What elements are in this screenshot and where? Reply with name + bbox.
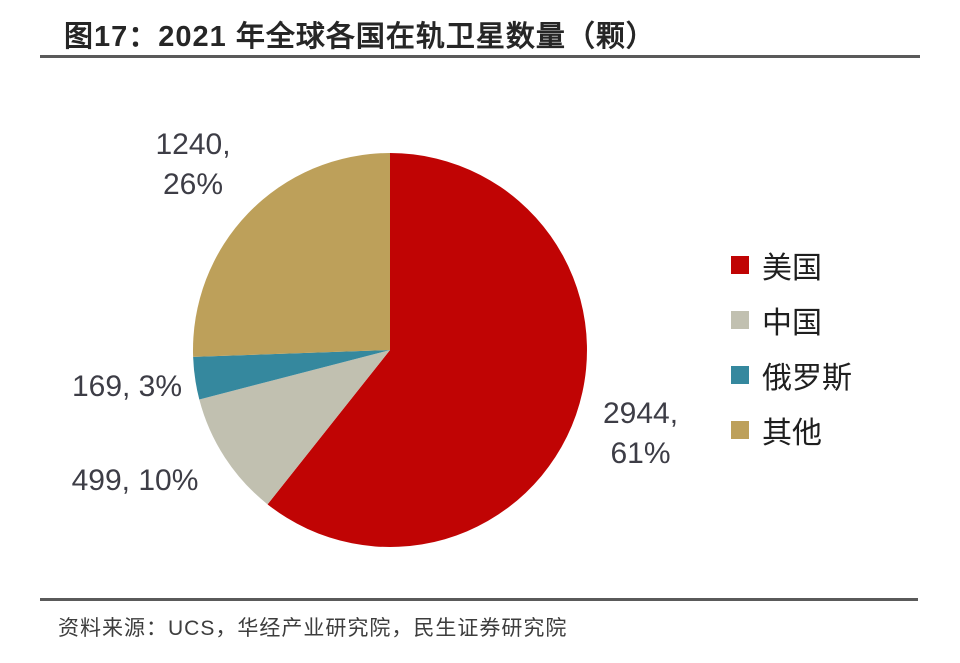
- figure-title: 图17：2021 年全球各国在轨卫星数量（颗）: [64, 21, 656, 53]
- data-label-china: 499, 10%: [71, 464, 199, 497]
- data-label-usa-percent: 61%: [610, 437, 671, 470]
- pie-slice-0: [267, 153, 587, 547]
- title-divider: [40, 55, 920, 58]
- data-label-usa-value: 2944,: [602, 397, 679, 430]
- pie-slice-2: [193, 350, 390, 400]
- data-label-others-value: 1240,: [155, 128, 231, 161]
- legend-item-others: 其他: [731, 409, 852, 451]
- pie-chart: [192, 153, 587, 547]
- legend-swatch-china: [731, 311, 749, 329]
- chart-legend: 美国 中国 俄罗斯 其他: [731, 244, 852, 464]
- legend-item-russia: 俄罗斯: [731, 354, 852, 396]
- legend-label-china: 中国: [762, 307, 822, 340]
- pie-slice-3: [192, 153, 390, 357]
- legend-item-china: 中国: [731, 299, 852, 341]
- pie-slice-1: [199, 350, 390, 505]
- data-label-russia: 169, 3%: [71, 370, 183, 403]
- data-label-others-percent: 26%: [162, 168, 224, 201]
- data-label-others: 1240, 26%: [115, 125, 271, 205]
- legend-swatch-russia: [731, 366, 749, 384]
- legend-label-usa: 美国: [762, 252, 822, 285]
- legend-label-others: 其他: [762, 417, 822, 450]
- legend-swatch-others: [731, 421, 749, 439]
- legend-item-usa: 美国: [731, 244, 852, 286]
- legend-swatch-usa: [731, 256, 749, 274]
- legend-label-russia: 俄罗斯: [762, 362, 852, 395]
- source-note: 资料来源：UCS，华经产业研究院，民生证券研究院: [58, 617, 568, 640]
- data-label-usa: 2944, 61%: [563, 394, 718, 474]
- footer-divider: [40, 598, 918, 601]
